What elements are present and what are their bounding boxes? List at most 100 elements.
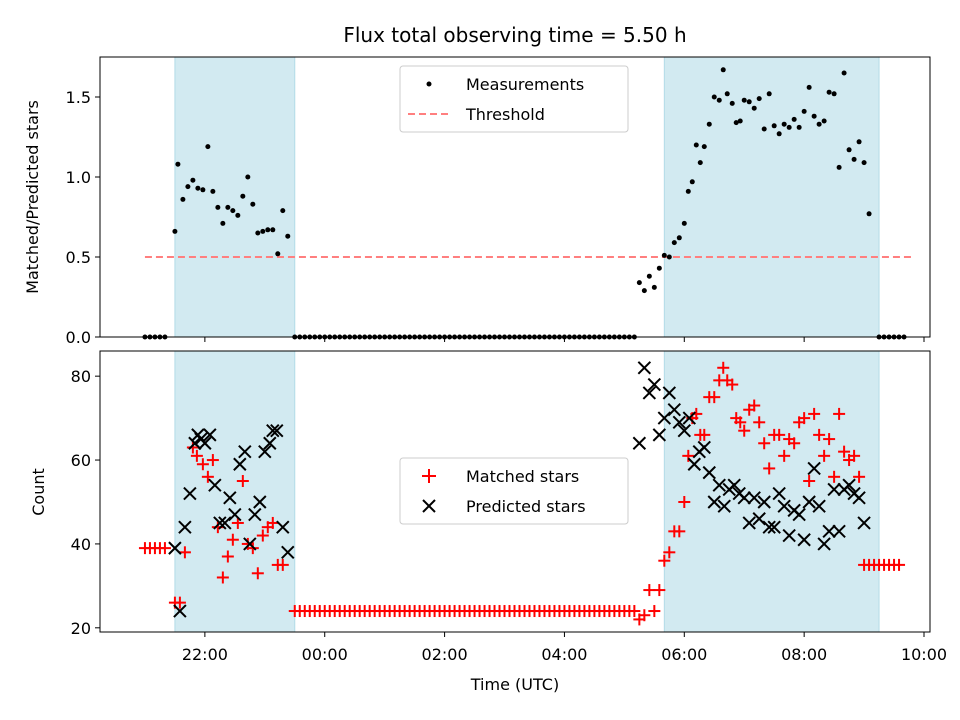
bottom-legend-box [399,457,629,525]
matched-star-point [698,428,711,441]
y-tick-label: 60 [71,451,91,470]
measurement-point [185,184,191,190]
predicted-star-point [276,520,290,534]
predicted-star-point [802,495,816,509]
measurement-point [190,177,196,183]
predicted-star-point [842,478,856,492]
matched-star-point [717,361,730,374]
x-tick-label: 10:00 [901,645,947,664]
measurement-point [661,252,667,258]
matched-star-point [196,458,209,471]
measurement-point [746,99,752,105]
legend-measurements-label: Measurements [466,75,584,94]
matched-star-point [738,424,751,437]
measurement-point [826,89,832,95]
measurement-point [270,227,276,233]
measurement-point [646,273,652,279]
measurement-point [861,160,867,166]
predicted-star-point [762,520,776,534]
measurement-point [195,185,201,191]
predicted-star-point [817,537,831,551]
top-legend-box [399,65,629,133]
measurement-point [724,91,730,97]
predicted-star-point [827,482,841,497]
predicted-star-point [632,436,647,450]
night-band [174,56,296,338]
matched-star-point [158,542,171,555]
matched-star-point [256,529,269,542]
predicted-star-point [807,461,821,476]
measurement-point [676,235,682,241]
predicted-star-point [782,528,796,543]
predicted-star-point [747,491,761,505]
measurement-point [215,204,221,210]
x-axis-label: Time (UTC) [470,675,559,694]
measurement-point [175,161,181,167]
predicted-star-point [852,491,866,505]
matched-star-point [653,584,666,597]
measurement-point [866,211,872,217]
predicted-star-point [702,465,716,480]
predicted-star-point [697,440,711,455]
matched-star-point [266,516,279,529]
predicted-star-point [812,499,826,513]
top-panel: 0.0 0.5 1.0 1.5 Matched/Predicted stars Mea… [23,56,931,347]
measurement-point [816,121,822,127]
measurement-point [771,123,777,129]
top-x-ticks [204,337,925,342]
predicted-star-point [647,377,662,392]
measurement-point [737,118,743,124]
matched-star-point [186,441,199,454]
predicted-star-point [727,478,741,492]
bottom-axes-frame [99,350,931,633]
matched-star-point [678,495,691,508]
matched-star-point [833,407,846,420]
measurement-point [733,120,739,126]
measurement-point [245,174,251,180]
matched-star-point [726,378,739,391]
measurement-point [681,220,687,226]
predicted-star-point [248,507,262,522]
predicted-star-point [662,386,677,400]
predicted-star-point [637,361,652,375]
matched-star-point [638,609,651,622]
matched-star-point [206,454,219,467]
predicted-star-point [178,520,192,534]
matched-star-point [778,449,791,462]
measurement-point [741,97,747,103]
predicted-star-point [642,386,657,400]
measurement-point [180,196,186,202]
predicted-star-point [223,491,237,505]
measurement-point [641,288,647,294]
matched-star-point [201,470,214,483]
measurement-point [285,233,291,239]
matched-star-point [813,428,826,441]
measurement-point [225,204,231,210]
y-tick-label: 1.0 [66,168,91,187]
predicted-star-point [208,478,222,492]
predicted-star-point [270,423,284,438]
legend-matched-marker [422,469,436,483]
measurement-point [856,139,862,145]
measurement-point [205,144,211,150]
matched-star-point [276,558,289,571]
y-tick-label: 40 [71,535,91,554]
top-night-bands [174,56,880,338]
matched-star-point [788,437,801,450]
matched-star-point [251,567,264,580]
predicted-star-point [742,516,756,530]
bottom-panel: 20 40 60 80 22:00 00:00 02:00 04:00 06:00 08:00 1… [29,350,947,694]
predicted-star-point [777,499,791,513]
legend-predicted-marker [422,499,436,513]
predicted-star-point [712,478,726,492]
x-tick-label: 00:00 [302,645,348,664]
measurement-point [821,118,827,124]
predicted-star-point [667,403,682,417]
measurement-point [275,251,281,257]
legend-measurements-marker [426,81,432,87]
top-axes-frame [99,56,931,338]
measurement-point [796,124,802,130]
predicted-star-point [822,524,836,539]
x-tick-label: 08:00 [781,645,827,664]
matched-star-point [803,475,816,488]
